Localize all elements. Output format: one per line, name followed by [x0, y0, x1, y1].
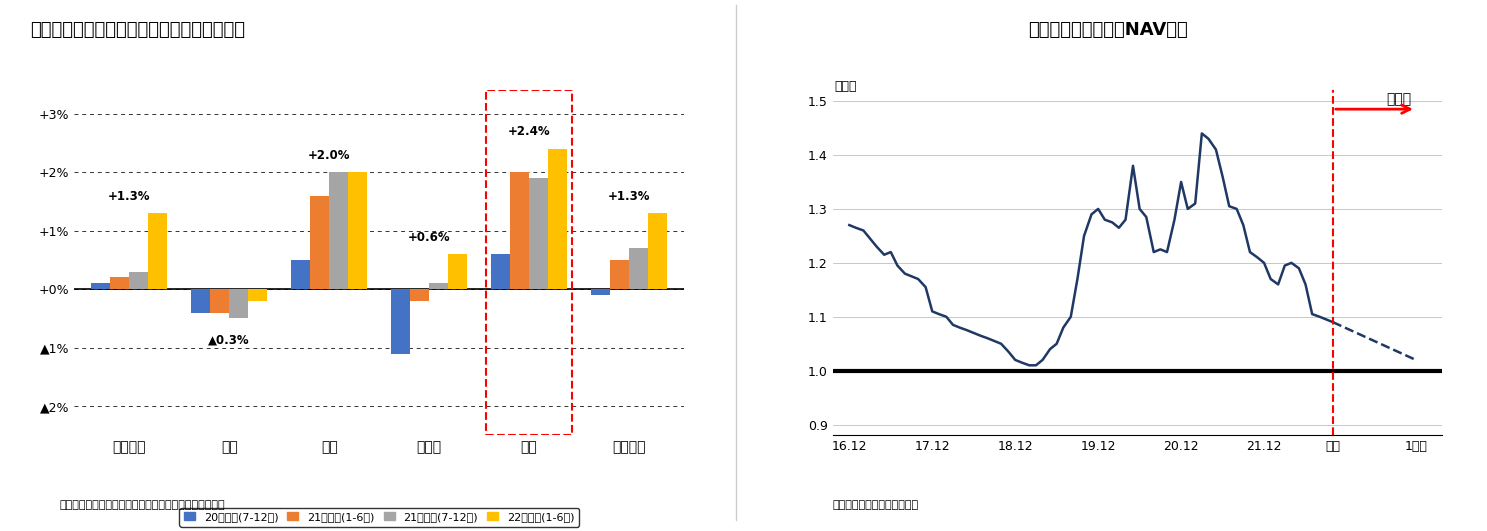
- Text: +1.3%: +1.3%: [608, 190, 650, 203]
- Bar: [549, 149, 567, 289]
- Text: 図表４：「物流」のNAV倍率: 図表４：「物流」のNAV倍率: [1028, 21, 1188, 39]
- Bar: [149, 213, 168, 289]
- Bar: [91, 284, 110, 289]
- Bar: [210, 289, 229, 313]
- Text: ▲0.3%: ▲0.3%: [208, 333, 250, 346]
- Text: （出所）開示データをもとにニッセイ基礎研的所が作成: （出所）開示データをもとにニッセイ基礎研的所が作成: [59, 500, 225, 510]
- Bar: [410, 289, 430, 301]
- Bar: [610, 260, 629, 289]
- Bar: [491, 254, 510, 289]
- Bar: [229, 289, 248, 319]
- Bar: [129, 272, 149, 289]
- Text: +0.6%: +0.6%: [407, 230, 451, 244]
- Bar: [348, 172, 367, 289]
- Bar: [486, 90, 572, 435]
- Text: （出所）ニッセイ基礎研究所: （出所）ニッセイ基礎研究所: [833, 500, 919, 510]
- Bar: [311, 195, 329, 289]
- Text: +2.4%: +2.4%: [507, 125, 550, 138]
- Bar: [590, 289, 610, 295]
- Text: +1.3%: +1.3%: [109, 190, 150, 203]
- Bar: [629, 248, 648, 289]
- Text: （倍）: （倍）: [834, 80, 857, 93]
- Text: 見通し: 見通し: [1386, 92, 1411, 106]
- Bar: [329, 172, 348, 289]
- Bar: [510, 172, 529, 289]
- Bar: [430, 284, 448, 289]
- Bar: [192, 289, 210, 313]
- Text: 図表３：保有不動産の価格変動率（前期比）: 図表３：保有不動産の価格変動率（前期比）: [30, 21, 245, 39]
- Bar: [648, 213, 668, 289]
- Text: +2.0%: +2.0%: [308, 149, 351, 161]
- Legend: 20年下期(7-12月), 21年上期(1-6月), 21年下期(7-12月), 22年上期(1-6月): 20年下期(7-12月), 21年上期(1-6月), 21年下期(7-12月),…: [180, 508, 578, 527]
- Bar: [391, 289, 410, 354]
- Bar: [291, 260, 311, 289]
- Bar: [448, 254, 467, 289]
- Bar: [529, 178, 549, 289]
- Bar: [110, 278, 129, 289]
- Bar: [248, 289, 268, 301]
